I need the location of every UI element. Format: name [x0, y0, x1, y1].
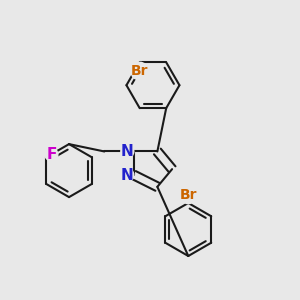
- Text: N: N: [121, 167, 134, 182]
- Circle shape: [131, 62, 148, 80]
- Text: Br: Br: [179, 188, 197, 202]
- Circle shape: [121, 169, 134, 182]
- Circle shape: [121, 145, 134, 158]
- Text: N: N: [121, 144, 134, 159]
- Text: F: F: [46, 147, 57, 162]
- Text: Br: Br: [131, 64, 148, 78]
- Circle shape: [179, 186, 197, 204]
- Circle shape: [45, 148, 58, 161]
